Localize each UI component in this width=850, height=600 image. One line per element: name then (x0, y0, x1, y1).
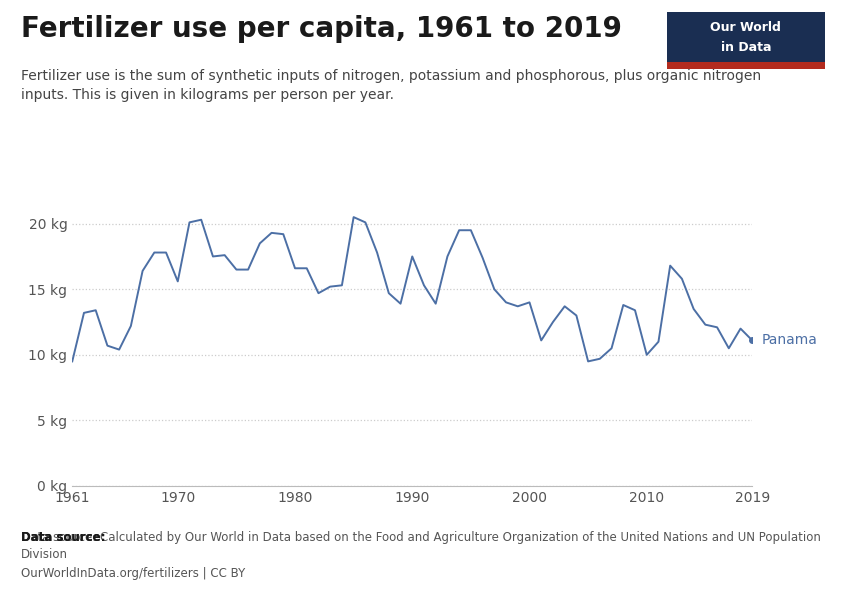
Text: in Data: in Data (721, 41, 771, 54)
Text: Panama: Panama (762, 334, 818, 347)
Text: Data source: Calculated by Our World in Data based on the Food and Agriculture O: Data source: Calculated by Our World in … (21, 531, 821, 561)
Text: Our World: Our World (711, 22, 781, 34)
Text: Data source:: Data source: (21, 531, 105, 544)
Text: Fertilizer use per capita, 1961 to 2019: Fertilizer use per capita, 1961 to 2019 (21, 15, 622, 43)
Text: Fertilizer use is the sum of synthetic inputs of nitrogen, potassium and phospho: Fertilizer use is the sum of synthetic i… (21, 69, 762, 103)
Text: OurWorldInData.org/fertilizers | CC BY: OurWorldInData.org/fertilizers | CC BY (21, 567, 246, 580)
Text: Data source:: Data source: (21, 531, 105, 544)
